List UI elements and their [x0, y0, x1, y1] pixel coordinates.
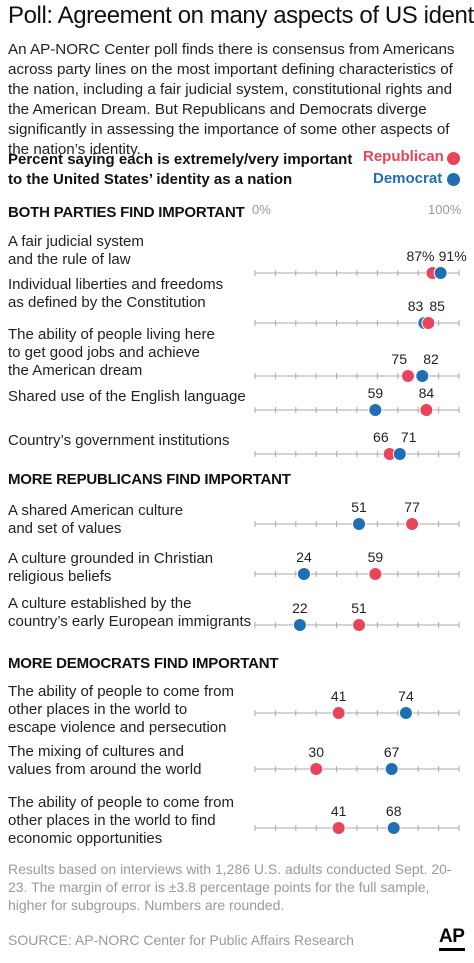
- row-label: The ability of people living here to get…: [8, 326, 215, 379]
- row-label: The ability of people to come from other…: [8, 683, 234, 736]
- democrat-value-label: 24: [296, 549, 312, 565]
- ap-logo-underline: [439, 948, 465, 951]
- republican-dot: [405, 517, 420, 531]
- democrat-dot: [384, 762, 399, 776]
- democrat-dot: [368, 403, 383, 417]
- republican-value-label: 85: [429, 298, 445, 314]
- democrat-value-label: 67: [384, 744, 400, 760]
- source-credit: SOURCE: AP-NORC Center for Public Affair…: [8, 932, 354, 948]
- row-label: The mixing of cultures and values from a…: [8, 743, 202, 778]
- row-label: Individual liberties and freedoms as def…: [8, 276, 224, 311]
- democrat-value-label: 83: [408, 298, 424, 314]
- democrat-value-label: 71: [401, 429, 417, 445]
- republican-value-label: 30: [308, 744, 324, 760]
- democrat-dot: [433, 266, 448, 280]
- republican-dot: [401, 369, 415, 383]
- legend-republican-label: Republican: [363, 148, 444, 165]
- democrat-value-label: 59: [368, 385, 384, 401]
- republican-dot: [419, 403, 434, 417]
- republican-dot: [309, 762, 324, 776]
- republican-value-label: 66: [373, 429, 389, 445]
- republican-dot: [421, 316, 436, 330]
- row-label: A fair judicial system and the rule of l…: [8, 233, 144, 268]
- democrat-dot: [292, 618, 307, 632]
- row-label: A culture established by the country’s e…: [8, 595, 252, 630]
- democrat-value-label: 51: [351, 499, 367, 515]
- page-title: Poll: Agreement on many aspects of US id…: [8, 2, 474, 29]
- republican-value-label: 87%: [406, 248, 434, 264]
- row-label: The ability of people to come from other…: [8, 794, 234, 847]
- republican-dot: [331, 821, 346, 835]
- republican-value-label: 51: [351, 600, 367, 616]
- footnote: Results based on interviews with 1,286 U…: [8, 861, 452, 913]
- democrat-dot: [392, 447, 407, 461]
- republican-value-label: 41: [331, 688, 347, 704]
- democrat-value-label: 68: [386, 803, 402, 819]
- democrat-value-label: 22: [292, 600, 308, 616]
- democrat-value-label: 91%: [439, 248, 467, 264]
- republican-value-label: 75: [391, 351, 407, 367]
- section-heading-both: BOTH PARTIES FIND IMPORTANT: [8, 204, 245, 221]
- row-label: Country’s government institutions: [8, 432, 230, 449]
- section-heading-more-democrats: MORE DEMOCRATS FIND IMPORTANT: [8, 655, 279, 672]
- chart-subtitle: Percent saying each is extremely/very im…: [8, 151, 353, 188]
- republican-dot: [331, 706, 346, 720]
- row-label: A culture grounded in Christian religiou…: [8, 550, 214, 585]
- axis-min-label: 0%: [252, 202, 271, 217]
- democrat-dot: [415, 369, 430, 383]
- democrat-dot: [398, 706, 413, 720]
- democrat-value-label: 74: [398, 688, 414, 704]
- democrat-value-label: 82: [423, 351, 439, 367]
- republican-value-label: 77: [404, 499, 420, 515]
- row-label: Shared use of the English language: [8, 388, 246, 405]
- democrat-dot: [296, 567, 311, 581]
- legend-republican-dot: [447, 152, 460, 165]
- democrat-dot: [352, 517, 367, 531]
- democrat-dot: [386, 821, 401, 835]
- republican-value-label: 84: [419, 385, 435, 401]
- republican-dot: [352, 618, 367, 632]
- row-label: A shared American culture and set of val…: [8, 502, 184, 537]
- section-heading-more-republicans: MORE REPUBLICANS FIND IMPORTANT: [8, 471, 291, 488]
- ap-logo: AP: [439, 926, 465, 947]
- republican-dot: [368, 567, 383, 581]
- axis-max-label: 100%: [428, 202, 462, 217]
- legend-democrat-dot: [447, 173, 460, 186]
- republican-value-label: 41: [331, 803, 347, 819]
- republican-value-label: 59: [368, 549, 384, 565]
- legend-democrat-label: Democrat: [373, 170, 443, 187]
- intro-text: An AP-NORC Center poll finds there is co…: [8, 41, 455, 158]
